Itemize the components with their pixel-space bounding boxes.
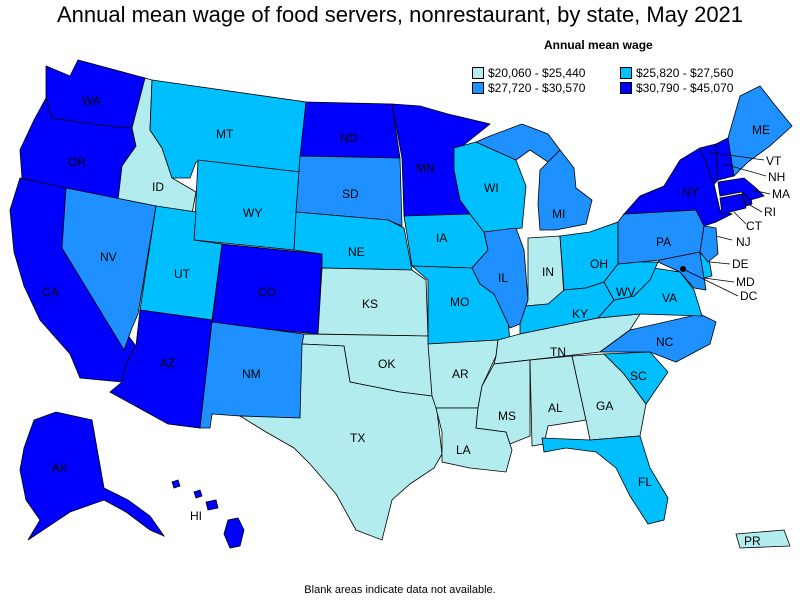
state-pr[interactable] [735,529,791,549]
label-nd: ND [340,131,358,145]
label-wy: WY [243,206,262,220]
state-mi-lower[interactable] [537,149,593,231]
label-mn: MN [416,161,435,175]
label-md: MD [736,275,755,289]
state-hi-islands[interactable] [193,489,203,499]
label-ut: UT [174,267,191,281]
label-ak: AK [52,461,68,475]
label-in: IN [542,265,554,279]
label-mt: MT [216,127,234,141]
label-la: LA [456,443,471,457]
state-sd[interactable] [295,155,403,227]
label-sd: SD [342,187,359,201]
label-wi: WI [484,181,499,195]
state-ny[interactable] [623,147,734,227]
state-nd[interactable] [299,101,401,159]
label-il: IL [498,271,508,285]
leader-lines [682,151,771,297]
label-tx: TX [350,431,365,445]
legend-label: $27,720 - $30,570 [488,81,586,95]
legend-swatch [472,67,484,79]
state-ct[interactable] [719,193,747,215]
state-wy[interactable] [193,159,301,251]
label-nm: NM [242,367,261,381]
label-nh: NH [768,170,785,184]
label-id: ID [152,180,164,194]
label-mo: MO [450,295,469,309]
legend-label: $25,820 - $27,560 [636,66,734,80]
label-tn: TN [550,345,566,359]
state-nc[interactable] [598,313,717,363]
label-ct: CT [746,219,763,233]
label-oh: OH [590,257,608,271]
footnote: Blank areas indicate data not available. [304,584,496,596]
state-ak[interactable] [19,411,166,541]
label-ms: MS [498,409,516,423]
label-mi: MI [552,207,565,221]
state-ms[interactable] [475,359,531,445]
legend-item-1: $20,060 - $25,440 [472,66,585,80]
state-il[interactable] [471,227,529,329]
label-ga: GA [596,399,613,413]
map-title: Annual mean wage of food servers, nonres… [56,2,744,27]
legend-item-4: $30,790 - $45,070 [620,81,733,95]
label-ma: MA [772,187,790,201]
label-co: CO [258,285,276,299]
label-ks: KS [362,297,378,311]
label-nv: NV [100,250,117,264]
label-de: DE [732,257,749,271]
label-hi: HI [190,509,202,523]
legend-swatch [620,67,632,79]
label-me: ME [752,123,770,137]
label-nc: NC [656,335,674,349]
legend-label: $30,790 - $45,070 [636,81,734,95]
state-hi-islands-3[interactable] [171,479,181,489]
label-vt: VT [766,154,782,168]
label-ok: OK [378,357,395,371]
label-fl: FL [638,475,652,489]
legend-item-3: $27,720 - $30,570 [472,81,585,95]
state-nj[interactable] [699,225,719,263]
state-tx[interactable] [238,343,443,541]
legend-label: $20,060 - $25,440 [488,66,586,80]
legend-title: Annual mean wage [544,38,653,52]
legend-item-2: $25,820 - $27,560 [620,66,733,80]
state-hi[interactable] [223,517,245,549]
label-ne: NE [348,245,365,259]
label-ky: KY [572,307,588,321]
label-pr: PR [744,534,761,548]
state-ks[interactable] [317,267,429,337]
label-or: OR [68,155,86,169]
state-ma[interactable] [717,177,765,201]
label-ri: RI [764,205,776,219]
label-wv: WV [616,285,635,299]
label-nj: NJ [736,235,751,249]
state-me[interactable] [727,85,793,177]
label-ca: CA [42,285,59,299]
label-ny: NY [682,185,699,199]
label-pa: PA [656,235,671,249]
label-dc: DC [740,289,758,303]
legend-swatch [472,82,484,94]
label-ia: IA [436,231,447,245]
label-va: VA [662,291,677,305]
label-al: AL [548,401,563,415]
label-ar: AR [452,367,469,381]
label-az: AZ [160,356,175,370]
state-fl[interactable] [541,435,669,525]
legend-swatch [620,82,632,94]
state-hi-islands-2[interactable] [205,499,219,511]
label-sc: SC [630,369,647,383]
label-wa: WA [82,94,101,108]
